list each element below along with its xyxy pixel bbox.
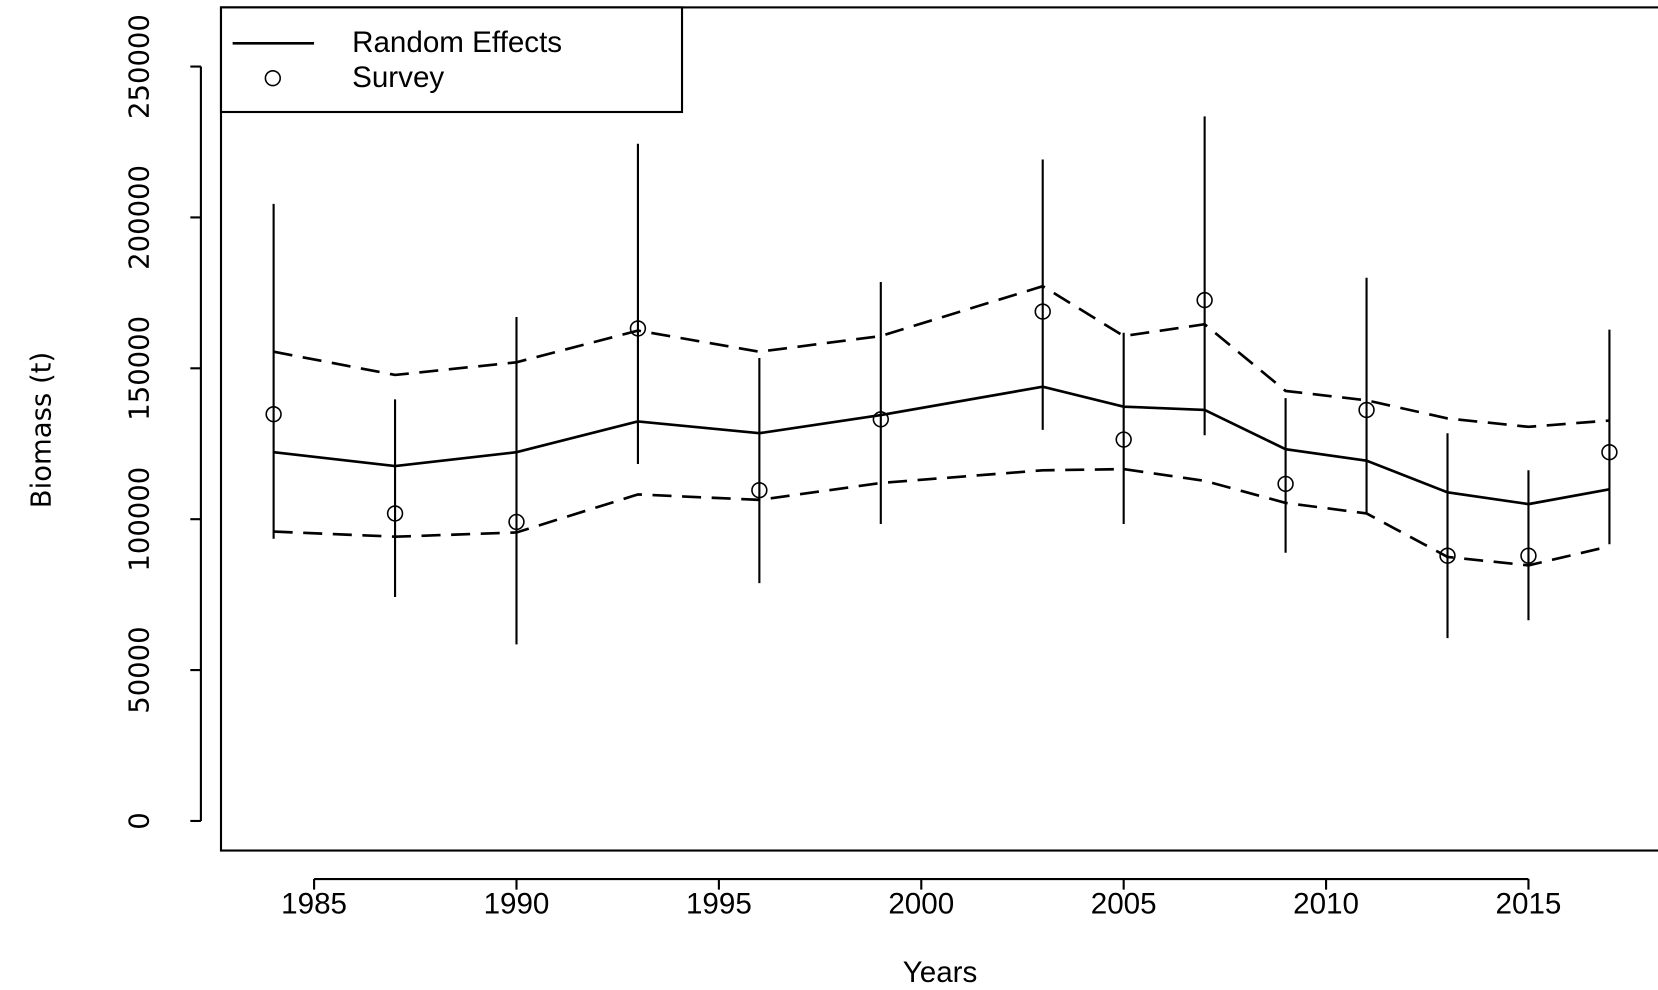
y-tick-label: 250000 (124, 14, 156, 119)
legend-box (219, 6, 684, 114)
survey-point (1439, 547, 1456, 564)
survey-point (1358, 401, 1375, 419)
plot-frame (219, 6, 1658, 852)
survey-point (751, 482, 768, 499)
x-axis-title: Years (903, 956, 978, 989)
x-tick-label: 2000 (888, 887, 954, 920)
legend-marker (264, 69, 282, 87)
survey-point (1115, 431, 1132, 448)
x-tick-label: 2005 (1091, 887, 1157, 920)
survey-point (386, 505, 404, 522)
survey-point (872, 411, 889, 428)
survey-point (629, 320, 647, 337)
x-tick-label: 2010 (1293, 887, 1359, 920)
y-tick-label: 50000 (124, 626, 156, 713)
survey-point (1277, 475, 1294, 493)
survey-point (1034, 303, 1051, 320)
y-tick-label: 0 (124, 812, 156, 829)
estimate-line (273, 385, 1610, 506)
x-tick-label: 2015 (1496, 887, 1562, 920)
survey-point (1601, 444, 1618, 461)
survey-point (508, 513, 525, 531)
legend-label: Survey (352, 61, 444, 94)
ci-line (273, 284, 1610, 429)
legend-label: Random Effects (352, 26, 562, 59)
y-tick-label: 100000 (124, 467, 156, 572)
x-tick-label: 1995 (686, 887, 752, 920)
survey-point (265, 405, 282, 423)
x-tick-label: 1990 (484, 887, 550, 920)
ci-line (273, 467, 1610, 567)
y-tick-label: 150000 (124, 316, 156, 421)
survey-point (1196, 291, 1213, 309)
survey-point (1520, 547, 1537, 564)
y-tick-label: 200000 (124, 165, 156, 270)
y-axis-title: Biomass (t) (25, 352, 57, 508)
x-tick-label: 1985 (281, 887, 347, 920)
